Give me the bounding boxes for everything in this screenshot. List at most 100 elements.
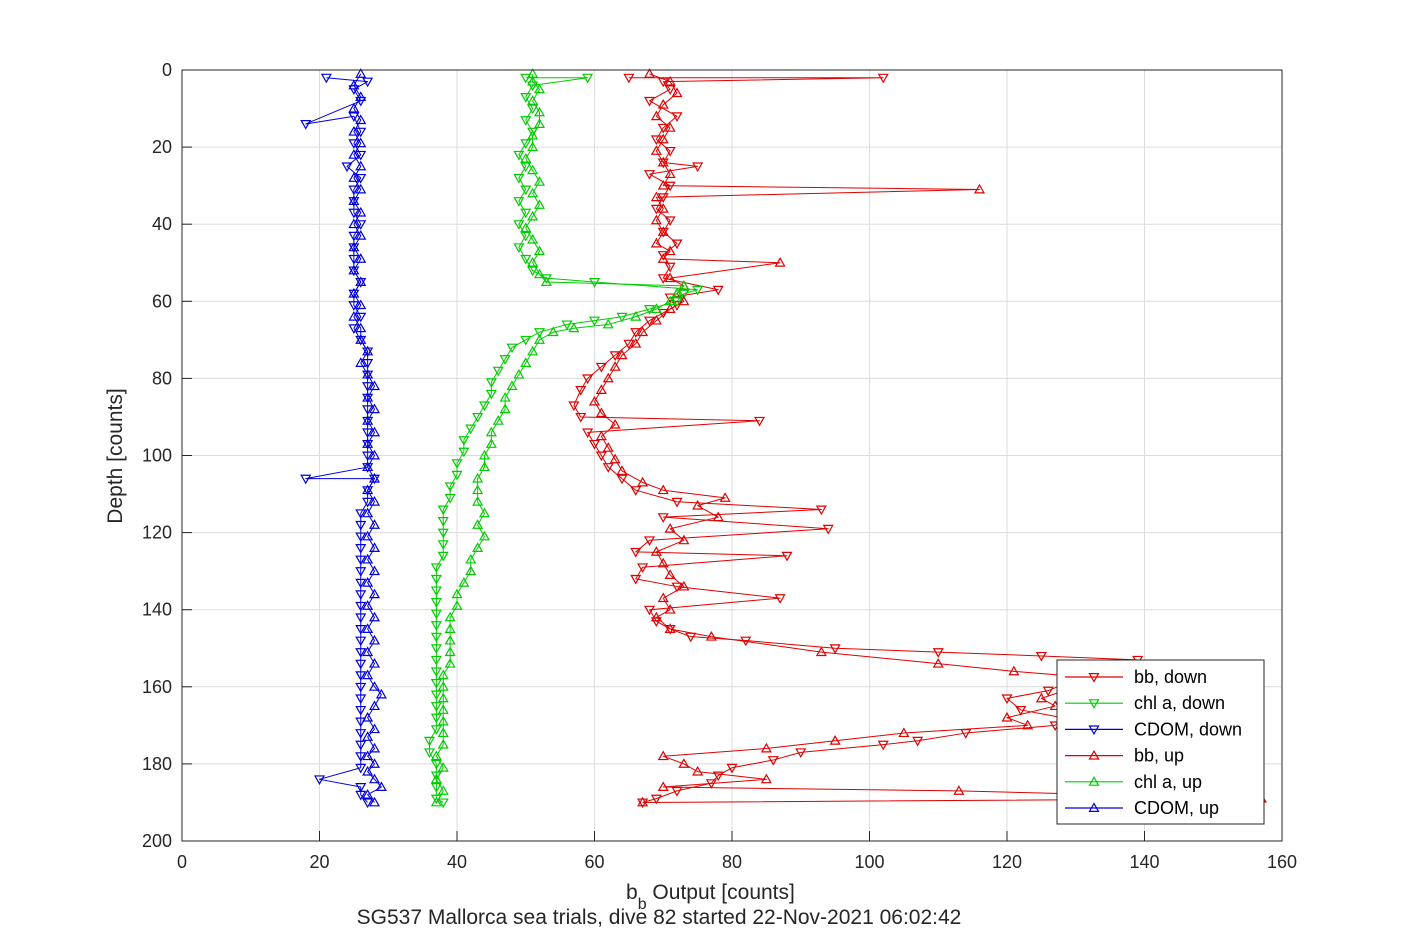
- data-point: [602, 372, 614, 383]
- data-point: [348, 172, 360, 182]
- data-point: [362, 553, 374, 564]
- data-point: [643, 68, 656, 78]
- data-point: [657, 123, 669, 134]
- data-point: [520, 208, 532, 219]
- data-point: [348, 241, 360, 252]
- data-point: [355, 253, 367, 263]
- data-point: [444, 482, 456, 493]
- data-point: [616, 474, 628, 485]
- data-point: [829, 644, 841, 654]
- data-point: [368, 723, 381, 734]
- data-point: [650, 204, 662, 215]
- data-point: [657, 253, 669, 263]
- data-point: [348, 195, 360, 206]
- data-point: [664, 245, 676, 256]
- data-point: [527, 187, 539, 198]
- data-point: [540, 276, 552, 286]
- data-point: [657, 133, 669, 144]
- data-point: [437, 727, 449, 738]
- data-point: [362, 577, 374, 587]
- data-point: [692, 765, 704, 776]
- data-point: [527, 68, 539, 78]
- data-point: [355, 717, 367, 728]
- data-point: [355, 648, 367, 658]
- data-point: [657, 484, 669, 495]
- data-point: [657, 592, 669, 603]
- data-point: [430, 783, 442, 793]
- data-point: [664, 168, 676, 179]
- data-point: [341, 162, 353, 173]
- data-point: [657, 193, 669, 203]
- data-point: [430, 598, 442, 608]
- data-point: [1022, 719, 1034, 730]
- data-point: [588, 395, 601, 406]
- data-point: [513, 150, 525, 161]
- data-point: [657, 251, 669, 261]
- data-point: [678, 280, 690, 290]
- data-point: [368, 472, 381, 483]
- data-point: [643, 316, 656, 327]
- data-point: [362, 461, 374, 472]
- data-point: [547, 326, 559, 337]
- data-point: [657, 156, 669, 167]
- data-point: [671, 497, 683, 508]
- data-point: [568, 401, 580, 412]
- data-point: [499, 391, 511, 402]
- data-point: [355, 96, 367, 107]
- data-point: [348, 139, 360, 149]
- data-point: [664, 146, 676, 157]
- data-point: [430, 655, 442, 666]
- data-point: [362, 438, 374, 448]
- data-point: [815, 646, 827, 657]
- data-point: [362, 646, 374, 657]
- data-point: [630, 337, 642, 348]
- data-point: [368, 588, 381, 599]
- data-point: [678, 534, 690, 545]
- x-tick-label: 20: [309, 852, 329, 872]
- data-point: [348, 102, 360, 113]
- data-point: [520, 93, 532, 103]
- data-point: [355, 127, 367, 138]
- data-point: [355, 729, 367, 739]
- data-point: [437, 517, 449, 527]
- data-point: [973, 183, 986, 194]
- data-point: [719, 492, 731, 502]
- data-point: [355, 544, 367, 554]
- data-point: [355, 312, 367, 323]
- data-point: [568, 322, 580, 333]
- data-point: [650, 314, 662, 325]
- data-point: [520, 254, 532, 265]
- data-point: [664, 181, 676, 192]
- data-point: [582, 374, 594, 385]
- data-point: [527, 104, 539, 115]
- data-point: [437, 669, 449, 680]
- data-point: [300, 119, 312, 130]
- data-point: [355, 68, 367, 78]
- data-point: [451, 600, 463, 610]
- data-point: [671, 301, 683, 311]
- data-point: [485, 438, 497, 448]
- data-point: [533, 199, 546, 209]
- data-point: [430, 771, 442, 782]
- data-point: [437, 798, 449, 809]
- data-point: [602, 463, 614, 473]
- data-point: [362, 391, 374, 402]
- data-point: [348, 112, 360, 122]
- x-tick-label: 160: [1267, 852, 1297, 872]
- data-point: [609, 453, 621, 464]
- data-point: [767, 756, 779, 766]
- data-point: [355, 705, 367, 716]
- data-point: [671, 239, 683, 250]
- data-point: [760, 742, 772, 753]
- data-point: [430, 750, 442, 761]
- data-point: [437, 715, 449, 726]
- data-point: [355, 740, 367, 751]
- data-point: [595, 451, 607, 462]
- data-point: [430, 796, 442, 807]
- data-point: [362, 77, 374, 88]
- data-point: [582, 428, 594, 439]
- data-point: [588, 439, 601, 450]
- data-point: [664, 75, 676, 86]
- data-point: [705, 779, 717, 789]
- data-point: [355, 567, 367, 577]
